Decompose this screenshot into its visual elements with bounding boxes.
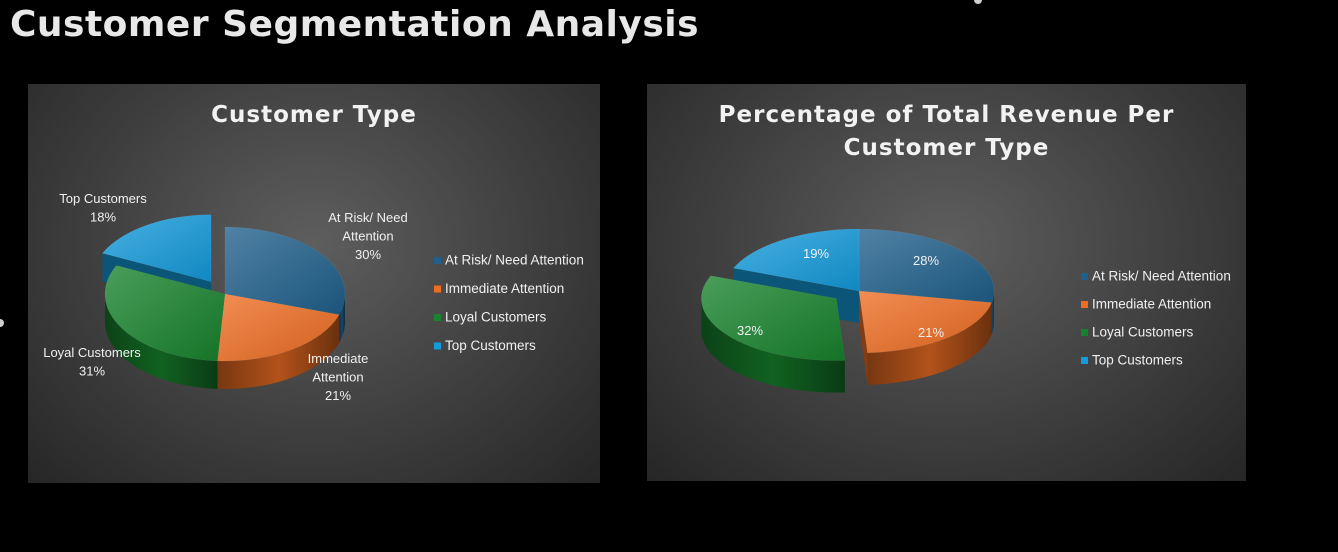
pie-slice-at-risk-need-attention[interactable]: [224, 226, 346, 316]
pie-slice-side-at-risk-need-attention: [991, 291, 994, 335]
pie-slice-loyal-customers[interactable]: [701, 275, 846, 361]
legend-item-at-risk-need-attention[interactable]: At Risk/ Need Attention: [434, 253, 584, 268]
revenue-share-chart[interactable]: Percentage of Total Revenue Per Customer …: [647, 84, 1246, 481]
pie-slice-at-risk-need-attention[interactable]: [858, 228, 995, 303]
pie-slice-top-customers[interactable]: [101, 214, 212, 283]
data-label-top-customers: 19%: [803, 246, 829, 261]
legend-label: Loyal Customers: [1092, 325, 1194, 340]
legend-label: Loyal Customers: [445, 310, 547, 325]
pie-slice-side-immediate-attention: [217, 314, 340, 389]
pie-slice-immediate-attention[interactable]: [858, 290, 993, 354]
legend-swatch: [434, 342, 441, 350]
legend-item-loyal-customers[interactable]: Loyal Customers: [1081, 325, 1194, 340]
data-label-immediate-attention: 21%: [918, 325, 944, 340]
legend-swatch: [1081, 329, 1088, 336]
legend-swatch: [434, 314, 441, 321]
revenue-share-pie: Percentage of Total Revenue Per Customer …: [701, 102, 1231, 393]
legend-item-at-risk-need-attention[interactable]: At Risk/ Need Attention: [1081, 269, 1231, 284]
legend-swatch: [434, 285, 441, 293]
chart-legend: At Risk/ Need Attention Immediate Attenti…: [434, 253, 584, 353]
chart-title: Customer Type: [211, 102, 417, 128]
customer-type-pie: Customer Type At Risk/ Need Attention 30% Im…: [43, 102, 584, 403]
data-label-top-customers: Top Customers 18%: [59, 191, 147, 225]
data-label-at-risk-need-attention: At Risk/ Need Attention 30%: [328, 210, 407, 262]
legend-label: At Risk/ Need Attention: [1092, 269, 1231, 284]
legend-item-top-customers[interactable]: Top Customers: [1081, 353, 1183, 368]
pie-slice-side-loyal-customers: [701, 298, 845, 393]
legend-label: At Risk/ Need Attention: [445, 253, 584, 268]
pie-tops: [101, 214, 346, 362]
legend-swatch: [434, 257, 441, 264]
pie-slice-top-customers[interactable]: [732, 228, 860, 292]
legend-label: Top Customers: [1092, 353, 1183, 368]
data-label-loyal-customers: Loyal Customers 31%: [43, 345, 141, 379]
legend-item-immediate-attention[interactable]: Immediate Attention: [1081, 297, 1211, 312]
legend-swatch: [1081, 273, 1088, 280]
pie-slice-side-at-risk-need-attention: [339, 294, 345, 343]
legend-label: Immediate Attention: [1092, 297, 1211, 312]
pie-slice-loyal-customers[interactable]: [104, 265, 226, 362]
legend-swatch: [1081, 301, 1088, 308]
data-label-at-risk-need-attention: 28%: [913, 253, 939, 268]
pie-slice-wall: [859, 291, 868, 385]
chart-legend: At Risk/ Need Attention Immediate Attenti…: [1081, 269, 1231, 368]
data-label-immediate-attention: Immediate Attention 21%: [308, 351, 369, 403]
legend-label: Immediate Attention: [445, 281, 564, 296]
data-label-loyal-customers: 32%: [737, 323, 763, 338]
pie-tops: [701, 228, 995, 361]
legend-item-immediate-attention[interactable]: Immediate Attention: [434, 281, 564, 296]
chart-resize-handle[interactable]: [974, 0, 982, 4]
chart-title: Customer Type: [844, 135, 1050, 161]
customer-type-chart[interactable]: Customer Type At Risk/ Need Attention 30% Im…: [28, 84, 600, 483]
chart-title: Percentage of Total Revenue Per: [719, 102, 1175, 128]
legend-label: Top Customers: [445, 338, 536, 353]
pie-slice-immediate-attention[interactable]: [217, 293, 340, 362]
pie-slice-side-loyal-customers: [105, 294, 218, 389]
legend-item-loyal-customers[interactable]: Loyal Customers: [434, 310, 547, 325]
legend-swatch: [1081, 357, 1088, 364]
page-title: Customer Segmentation Analysis: [10, 4, 700, 45]
legend-item-top-customers[interactable]: Top Customers: [434, 338, 536, 353]
chart-resize-handle[interactable]: [0, 319, 4, 327]
pie-slice-side-immediate-attention: [867, 302, 992, 385]
